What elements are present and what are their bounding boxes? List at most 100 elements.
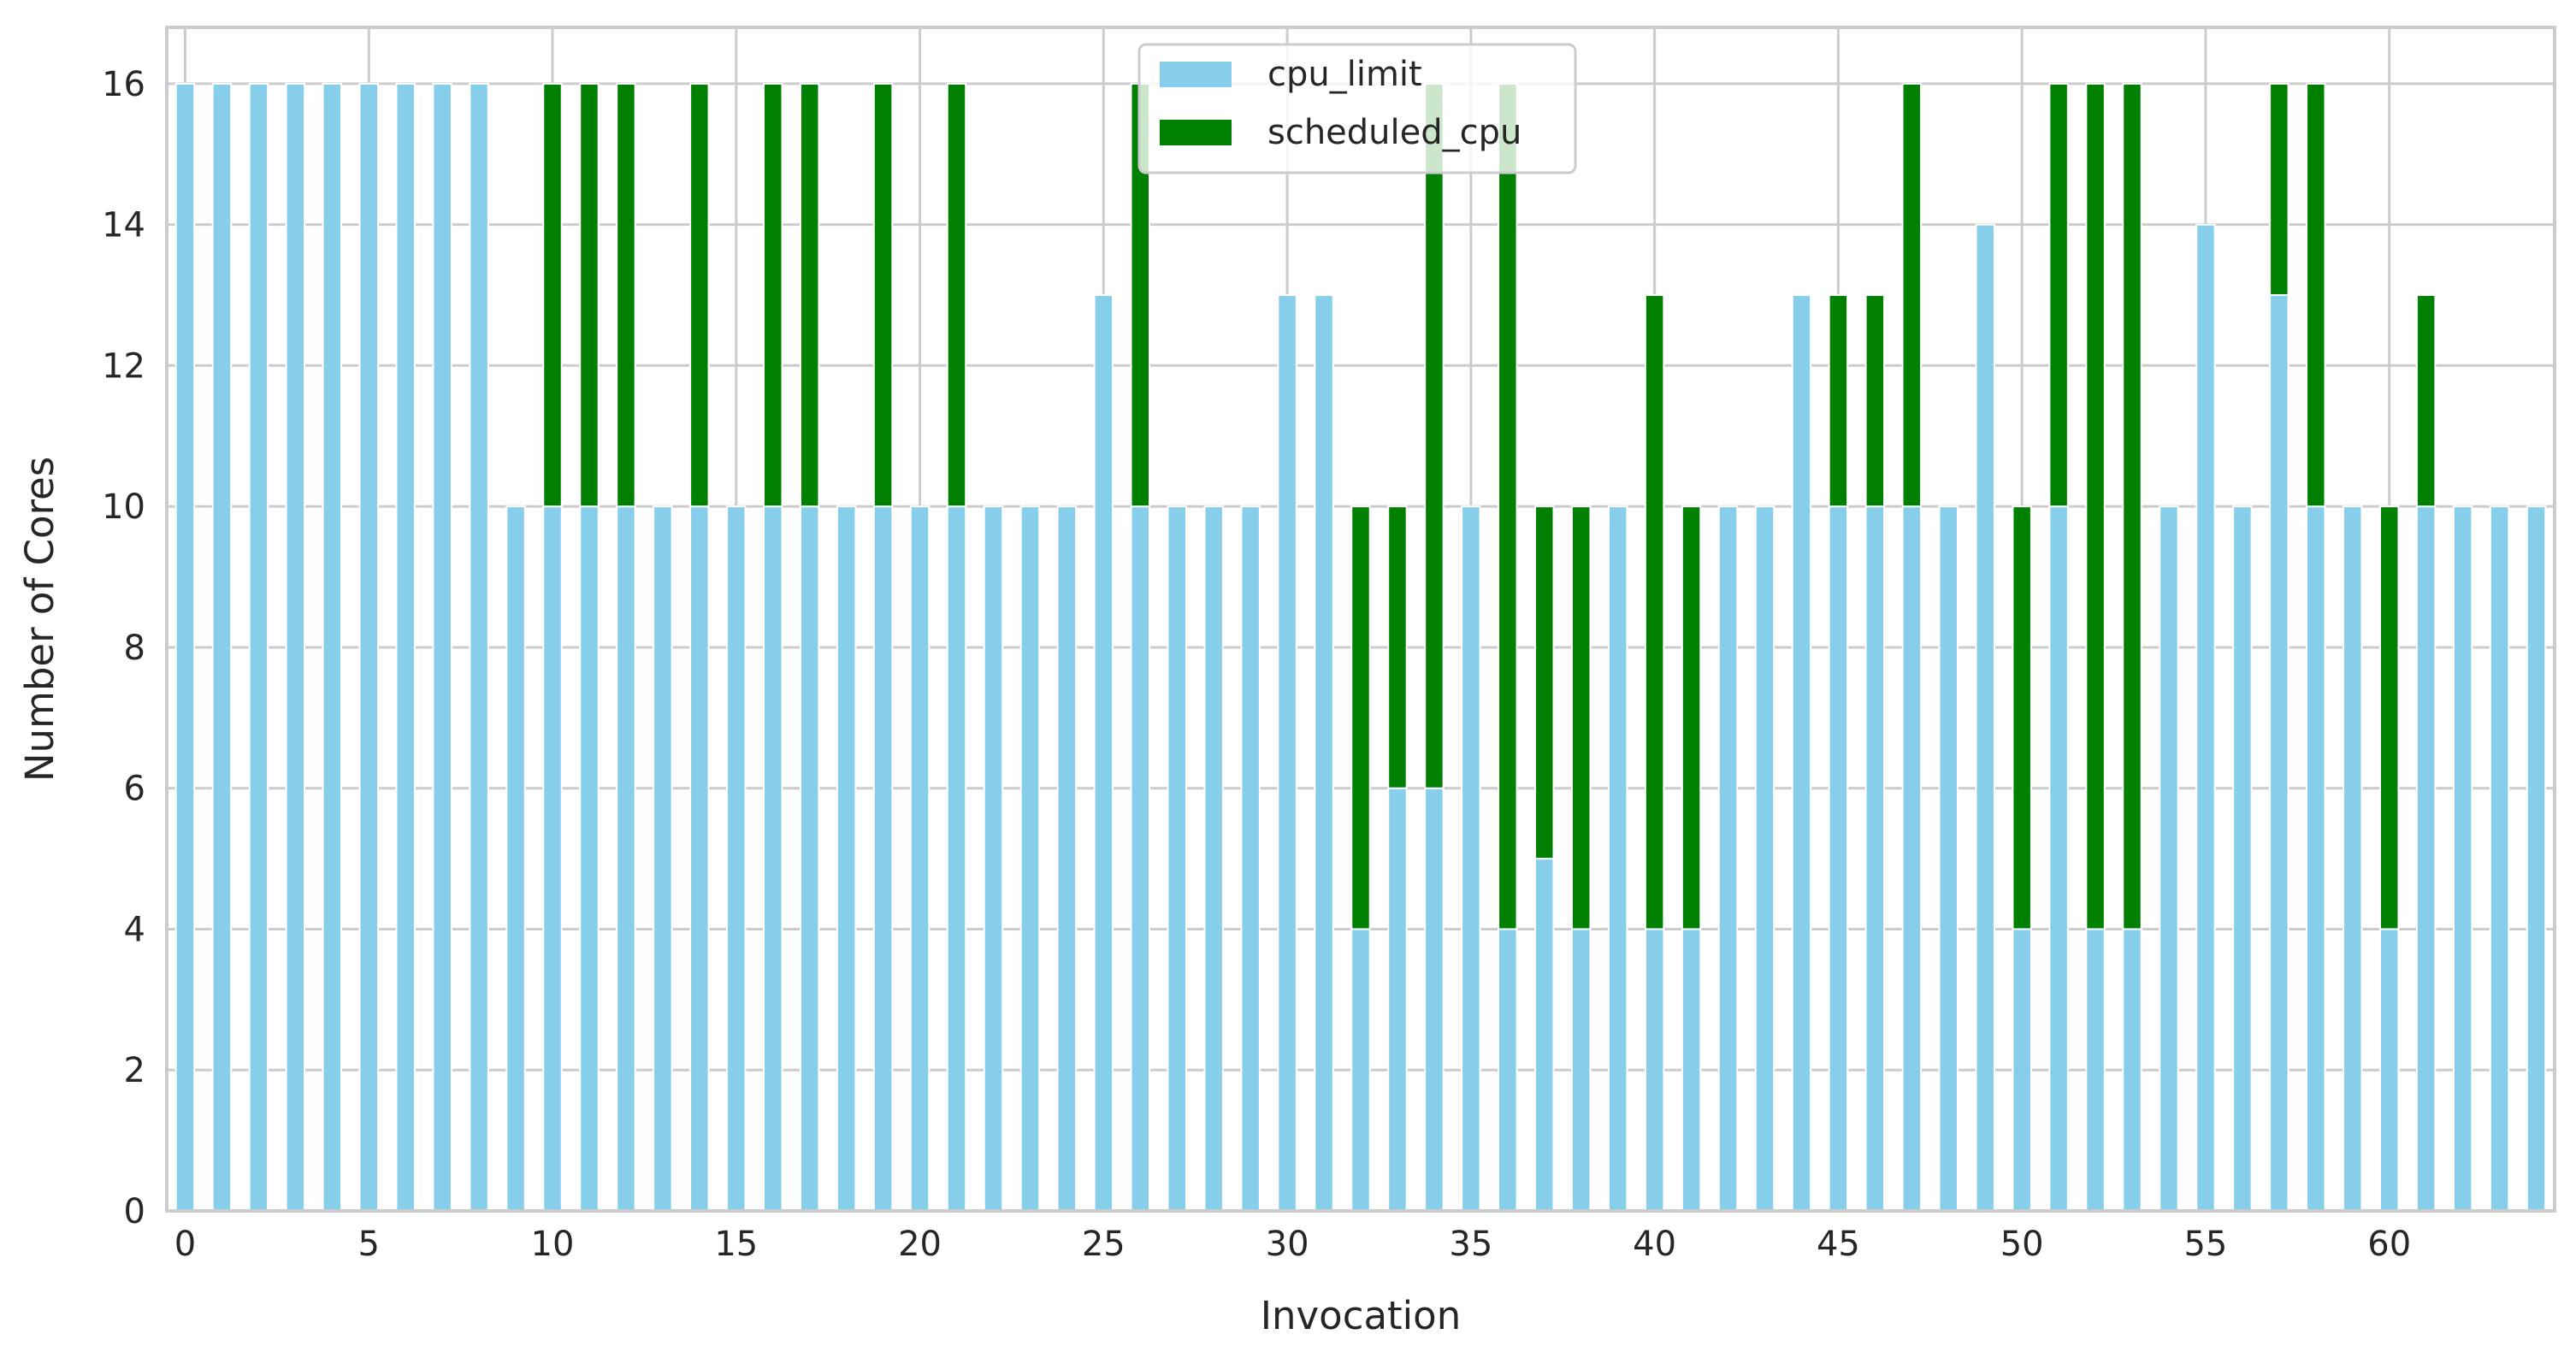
bar-scheduled-cpu [2048,82,2069,508]
bar-cpu-limit [653,505,673,1212]
bar-cpu-limit [1498,928,1518,1212]
y-tick-label: 10 [102,487,145,527]
bar-cpu-limit [1570,928,1592,1212]
legend-swatch [1160,62,1232,87]
legend: cpu_limit scheduled_cpu [1137,43,1577,174]
y-tick-label: 16 [102,65,145,104]
bar-cpu-limit [763,505,783,1212]
bar-cpu-limit [1130,505,1151,1212]
y-tick-label: 2 [124,1051,145,1090]
bar-scheduled-cpu [799,82,820,508]
y-tick-label: 0 [124,1192,145,1231]
bar-cpu-limit [836,505,857,1212]
bar-cpu-limit [616,505,636,1212]
bar-cpu-limit [2012,928,2032,1212]
legend-label: scheduled_cpu [1267,113,1521,152]
bar-cpu-limit [1534,858,1555,1212]
bar-cpu-limit [1461,505,1481,1212]
bar-cpu-limit [1681,928,1702,1212]
y-tick-label: 12 [102,346,145,386]
bar-cpu-limit [1093,294,1114,1212]
bar-cpu-limit [248,82,269,1212]
bar-scheduled-cpu [1350,505,1371,930]
y-tick-label: 4 [124,910,145,949]
y-tick-label: 6 [124,770,145,809]
bar-cpu-limit [2489,505,2510,1212]
tick-labels: 0 2 4 6 8 10 12 14 16 0 5 10 15 20 25 30 35 40 45 50 55 60 [102,65,2411,1264]
bar-cpu-limit [1828,505,1849,1212]
bar-scheduled-cpu [616,82,636,508]
bar-cpu-limit [2415,505,2437,1212]
legend-label: cpu_limit [1267,55,1422,94]
bar-scheduled-cpu [1644,294,1665,930]
legend-swatch [1160,120,1232,145]
bar-cpu-limit [2232,505,2253,1212]
bar-scheduled-cpu [1387,505,1408,789]
y-tick-label: 8 [124,629,145,668]
bar-cpu-limit [1791,294,1812,1212]
bar-scheduled-cpu [689,82,710,508]
bar-cpu-limit [432,82,452,1212]
bar-cpu-limit [2452,505,2473,1212]
bar-scheduled-cpu [2085,82,2106,930]
x-tick-label: 45 [1817,1225,1860,1264]
bar-cpu-limit [2269,294,2289,1212]
bar-cpu-limit [2378,928,2400,1212]
bar-scheduled-cpu [1828,294,1849,508]
bar-scheduled-cpu [2269,82,2289,297]
bar-cpu-limit [946,505,967,1212]
bar-scheduled-cpu [1570,505,1592,930]
bar-cpu-limit [395,82,416,1212]
bar-scheduled-cpu [542,82,563,508]
bar-cpu-limit [1717,505,1739,1212]
bar-cpu-limit [2526,505,2547,1212]
bar-scheduled-cpu [2378,505,2400,930]
bar-cpu-limit [285,82,306,1212]
bar-cpu-limit [1167,505,1187,1212]
bar-cpu-limit [689,505,710,1212]
bar-cpu-limit [726,505,747,1212]
bar-scheduled-cpu [763,82,783,508]
bar-cpu-limit [211,82,233,1212]
bar-cpu-limit [174,82,196,1212]
bar-scheduled-cpu [1424,82,1445,789]
x-tick-label: 15 [714,1225,758,1264]
bar-cpu-limit [2306,505,2326,1212]
x-tick-label: 5 [358,1225,380,1264]
x-tick-label: 10 [531,1225,575,1264]
x-tick-label: 50 [2000,1225,2044,1264]
bar-cpu-limit [1387,787,1408,1212]
bar-cpu-limit [1240,505,1261,1212]
bar-scheduled-cpu [872,82,894,508]
bar-cpu-limit [872,505,894,1212]
x-tick-label: 55 [2183,1225,2227,1264]
bar-scheduled-cpu [1864,294,1886,508]
y-tick-label: 14 [102,206,145,245]
bar-cpu-limit [1203,505,1224,1212]
x-tick-label: 40 [1633,1225,1676,1264]
bar-cpu-limit [2085,928,2106,1212]
bar-scheduled-cpu [2306,82,2326,508]
bar-scheduled-cpu [2122,82,2142,930]
bar-scheduled-cpu [1498,82,1518,930]
bar-cpu-limit [579,505,600,1212]
bar-cpu-limit [1056,505,1078,1212]
x-tick-label: 25 [1082,1225,1126,1264]
x-tick-label: 35 [1449,1225,1492,1264]
bar-cpu-limit [1864,505,1886,1212]
bar-cpu-limit [1424,787,1445,1212]
bar-scheduled-cpu [579,82,600,508]
bar-cpu-limit [1901,505,1923,1212]
bar-cpu-limit [505,505,526,1212]
bar-cpu-limit [2122,928,2142,1212]
x-tick-label: 0 [174,1225,196,1264]
bar-cpu-limit [1277,294,1297,1212]
x-tick-label: 60 [2367,1225,2411,1264]
bar-cpu-limit [469,82,489,1212]
bar-cpu-limit [2048,505,2069,1212]
bar-cpu-limit [909,505,931,1212]
bar-cpu-limit [542,505,563,1212]
bar-cpu-limit [1350,928,1371,1212]
bar-cpu-limit [1938,505,1959,1212]
y-axis-title: Number of Cores [17,457,62,782]
